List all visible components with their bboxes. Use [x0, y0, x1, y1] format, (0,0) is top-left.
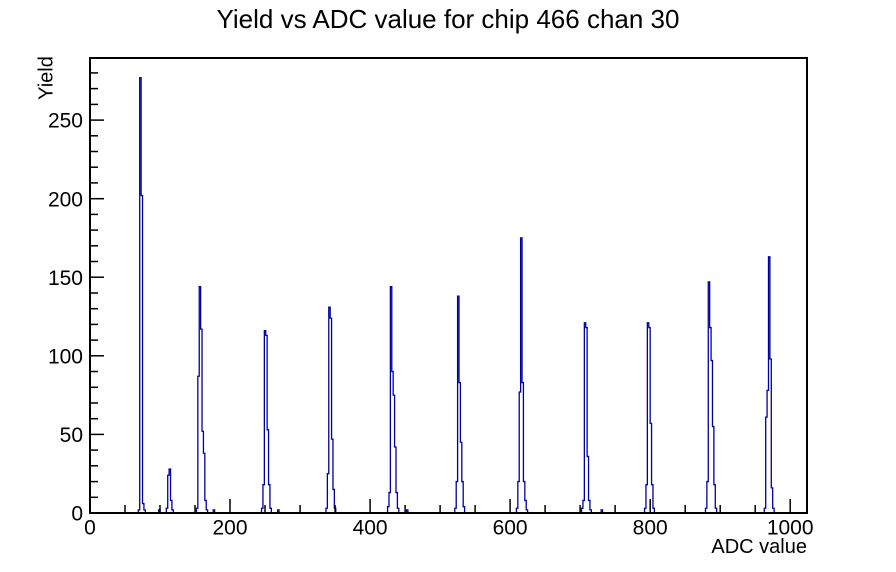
x-tick-label: 200 [212, 516, 247, 539]
y-axis-title: Yield [35, 56, 58, 100]
chart-title: Yield vs ADC value for chip 466 chan 30 [216, 4, 680, 34]
y-tick-label: 100 [48, 345, 83, 368]
x-tick-label: 400 [353, 516, 388, 539]
y-tick-label: 0 [71, 503, 83, 526]
plot-frame [89, 57, 808, 514]
x-tick-label: 600 [493, 516, 528, 539]
histogram-line [90, 77, 807, 514]
x-tick-label: 1000 [767, 516, 814, 539]
x-axis-title: ADC value [711, 536, 807, 558]
y-tick-label: 150 [48, 267, 83, 290]
x-tick-label: 0 [84, 516, 96, 539]
y-tick-label: 200 [48, 188, 83, 211]
y-tick-label: 250 [48, 110, 83, 133]
x-tick-label: 800 [633, 516, 668, 539]
y-tick-label: 50 [60, 424, 83, 447]
